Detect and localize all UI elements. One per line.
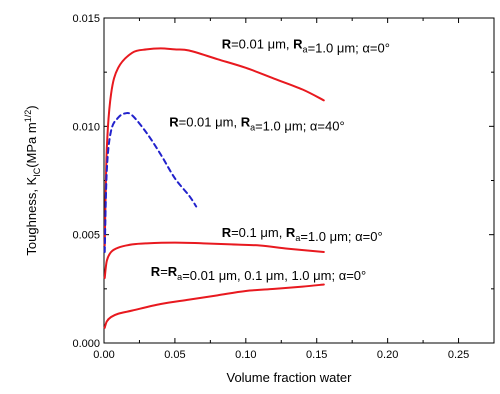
y-axis-title-part: (MPa m	[24, 122, 39, 168]
annotation-part: a	[250, 122, 255, 132]
x-axis-title: Volume fraction water	[226, 370, 352, 385]
y-tick-label: 0.015	[72, 13, 100, 25]
annotation-part: R	[293, 36, 303, 51]
annotation-part: R	[286, 225, 296, 240]
plot-axes: 0.00 0.05 0.10 0.15 0.20 0.25 0.000 0.005 0.010 0…	[72, 13, 495, 361]
annotation-part: =0.1 μm,	[231, 225, 286, 240]
annotation-part: =	[160, 264, 168, 279]
y-tick-label: 0.000	[72, 338, 100, 350]
annotation-part: =1.0 μm; α=0°	[300, 229, 382, 244]
annotation-part: R	[168, 264, 178, 279]
x-tick-label: 0.15	[306, 349, 327, 361]
x-tick-label: 0.00	[93, 349, 114, 361]
plot-frame	[103, 17, 495, 344]
x-tick-label: 0.25	[448, 349, 469, 361]
y-axis-title-part: Toughness, K	[24, 176, 39, 255]
x-tick-label: 0.05	[164, 349, 185, 361]
annotation-part: R	[169, 114, 179, 129]
annotation-annot-4: R=Ra=0.01 μm, 0.1 μm, 1.0 μm; α=0°	[151, 264, 366, 283]
annotation-annot-2: R=0.01 μm, Ra=1.0 μm; α=40°	[169, 114, 344, 133]
annotation-part: R	[241, 114, 251, 129]
annotation-group: R=0.01 μm, Ra=1.0 μm; α=0°R=0.01 μm, Ra=…	[151, 36, 390, 283]
annotation-part: a	[303, 44, 308, 54]
series-group	[103, 47, 325, 329]
y-tick-label: 0.010	[72, 121, 100, 133]
y-axis-title-part: )	[24, 105, 39, 109]
annotation-annot-1: R=0.01 μm, Ra=1.0 μm; α=0°	[222, 36, 390, 55]
annotation-part: =0.01 μm,	[231, 36, 293, 51]
annotation-part: R	[151, 264, 161, 279]
annotation-part: a	[295, 233, 300, 243]
annotation-annot-3: R=0.1 μm, Ra=1.0 μm; α=0°	[222, 225, 383, 244]
axis-title-group: Volume fraction water Toughness, KIC(MPa …	[23, 105, 352, 385]
y-axis-title-part: 1/2	[23, 110, 33, 123]
series-line-curve-alpha0-r01	[103, 241, 325, 279]
annotation-part: =1.0 μm; α=40°	[255, 118, 345, 133]
annotation-part: R	[222, 225, 232, 240]
series-line-curve-alpha40-r001	[103, 112, 198, 253]
series-line-curve-alpha0-equal	[103, 283, 325, 329]
series-line-curve-alpha0-r001	[103, 47, 325, 247]
y-axis-title-part: IC	[32, 167, 42, 177]
annotation-part: =0.01 μm,	[179, 114, 241, 129]
x-tick-label: 0.20	[377, 349, 398, 361]
annotation-part: a	[177, 272, 182, 282]
annotation-part: R	[222, 36, 232, 51]
annotation-part: =0.01 μm, 0.1 μm, 1.0 μm; α=0°	[182, 268, 366, 283]
x-tick-label: 0.10	[235, 349, 256, 361]
y-axis-title: Toughness, KIC(MPa m1/2)	[23, 105, 42, 255]
y-tick-label: 0.005	[72, 230, 100, 242]
annotation-part: =1.0 μm; α=0°	[308, 40, 390, 55]
